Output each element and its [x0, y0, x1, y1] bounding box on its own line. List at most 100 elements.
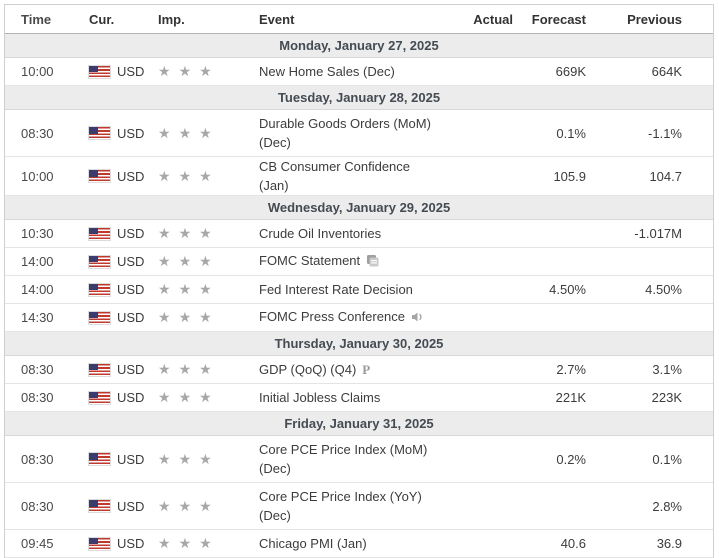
speaker-icon[interactable] [411, 309, 424, 328]
importance-stars: ★ ★ ★ [158, 361, 259, 378]
table-row[interactable]: 08:30 USD ★ ★ ★ Durable Goods Orders (MoM)… [5, 110, 713, 157]
event-name[interactable]: New Home Sales (Dec) [259, 64, 395, 79]
star-icon: ★ [199, 497, 212, 514]
previous-value: 3.1% [652, 362, 682, 377]
event-time: 14:00 [21, 254, 54, 269]
day-header-label: Monday, January 27, 2025 [279, 38, 439, 53]
table-row[interactable]: 08:30 USD ★ ★ ★ Core PCE Price Index (MoM)… [5, 436, 713, 483]
star-icon: ★ [178, 124, 192, 141]
star-icon: ★ [199, 63, 212, 79]
table-row[interactable]: 10:00 USD ★ ★ ★ CB Consumer Confidence (Ja… [5, 157, 713, 196]
importance-stars: ★ ★ ★ [158, 225, 259, 242]
star-icon: ★ [158, 225, 171, 241]
forecast-value: 105.9 [553, 168, 586, 184]
event-time: 08:30 [21, 125, 54, 141]
col-header-previous: Previous [627, 11, 682, 27]
forecast-value: 221K [555, 390, 586, 405]
star-icon: ★ [158, 497, 171, 514]
event-name[interactable]: FOMC Press Conference [259, 307, 443, 328]
importance-stars: ★ ★ ★ [158, 63, 259, 80]
currency-cell: USD [89, 282, 158, 297]
currency-label: USD [117, 310, 145, 325]
us-flag-icon [89, 537, 110, 550]
day-header-wednesday: Wednesday, January 29, 2025 [5, 196, 713, 220]
table-row[interactable]: 10:30 USD ★ ★ ★ Crude Oil Inventories -1.0… [5, 220, 713, 248]
currency-label: USD [117, 125, 145, 141]
star-icon: ★ [178, 450, 192, 467]
table-row[interactable]: 08:30 USD ★ ★ ★ Core PCE Price Index (YoY)… [5, 483, 713, 530]
forecast-value: 4.50% [549, 282, 586, 297]
star-icon: ★ [199, 389, 212, 405]
table-row[interactable]: 14:00 USD ★ ★ ★ Fed Interest Rate Decision… [5, 276, 713, 304]
event-name[interactable]: CB Consumer Confidence (Jan) [259, 159, 411, 193]
col-header-event: Event [259, 11, 295, 27]
event-name[interactable]: Fed Interest Rate Decision [259, 282, 413, 297]
importance-stars: ★ ★ ★ [158, 168, 259, 185]
table-row[interactable]: 09:45 USD ★ ★ ★ Chicago PMI (Jan) 40.6 36.… [5, 530, 713, 558]
star-icon: ★ [178, 167, 192, 184]
table-row[interactable]: 08:30 USD ★ ★ ★ Initial Jobless Claims 221… [5, 384, 713, 412]
event-time: 10:00 [21, 168, 54, 184]
importance-stars: ★ ★ ★ [158, 535, 259, 552]
importance-stars: ★ ★ ★ [158, 125, 259, 142]
us-flag-icon [89, 227, 110, 240]
table-row[interactable]: 10:00 USD ★ ★ ★ New Home Sales (Dec) 669K … [5, 58, 713, 86]
currency-label: USD [117, 362, 145, 377]
forecast-value: 0.1% [556, 125, 586, 141]
currency-cell: USD [89, 499, 158, 514]
event-name[interactable]: Durable Goods Orders (MoM) (Dec) [259, 116, 431, 150]
col-header-actual: Actual [473, 11, 513, 27]
currency-label: USD [117, 168, 145, 184]
star-icon: ★ [158, 309, 171, 325]
event-time: 08:30 [21, 451, 54, 467]
us-flag-icon [89, 363, 110, 376]
star-icon: ★ [199, 281, 212, 297]
us-flag-icon [89, 170, 110, 182]
event-name[interactable]: Core PCE Price Index (MoM) (Dec) [259, 442, 428, 476]
day-header-monday: Monday, January 27, 2025 [5, 34, 713, 58]
us-flag-icon [89, 311, 110, 324]
forecast-value: 40.6 [560, 536, 586, 551]
star-icon: ★ [158, 450, 171, 467]
star-icon: ★ [199, 535, 212, 551]
table-row[interactable]: 14:00 USD ★ ★ ★ FOMC Statement [5, 248, 713, 276]
table-row[interactable]: 08:30 USD ★ ★ ★ GDP (QoQ) (Q4) P 2.7% 3.1% [5, 356, 713, 384]
star-icon: ★ [178, 63, 192, 79]
star-icon: ★ [178, 389, 192, 405]
us-flag-icon [89, 255, 110, 268]
event-time: 14:30 [21, 310, 54, 325]
star-icon: ★ [199, 167, 212, 184]
star-icon: ★ [199, 225, 212, 241]
star-icon: ★ [178, 361, 192, 377]
event-name[interactable]: FOMC Statement [259, 251, 443, 272]
previous-value: 664K [651, 64, 682, 79]
event-name[interactable]: GDP (QoQ) (Q4) P [259, 362, 371, 377]
forecast-value: 669K [555, 64, 586, 79]
currency-label: USD [117, 254, 145, 269]
forecast-value: 2.7% [556, 362, 586, 377]
event-name[interactable]: Initial Jobless Claims [259, 390, 381, 405]
event-name[interactable]: Chicago PMI (Jan) [259, 536, 367, 551]
star-icon: ★ [199, 124, 212, 141]
currency-cell: USD [89, 254, 158, 269]
star-icon: ★ [199, 253, 212, 269]
star-icon: ★ [178, 281, 192, 297]
event-name[interactable]: Core PCE Price Index (YoY) (Dec) [259, 489, 422, 523]
star-icon: ★ [178, 309, 192, 325]
event-time: 09:45 [21, 536, 54, 551]
day-header-tuesday: Tuesday, January 28, 2025 [5, 86, 713, 110]
star-icon: ★ [178, 535, 192, 551]
importance-stars: ★ ★ ★ [158, 253, 259, 270]
day-header-label: Thursday, January 30, 2025 [274, 336, 444, 351]
previous-value: 4.50% [645, 282, 682, 297]
currency-label: USD [117, 451, 145, 467]
star-icon: ★ [178, 225, 192, 241]
importance-stars: ★ ★ ★ [158, 498, 259, 515]
report-icon[interactable] [366, 253, 379, 272]
star-icon: ★ [199, 309, 212, 325]
star-icon: ★ [158, 167, 171, 184]
star-icon: ★ [158, 389, 171, 405]
event-name[interactable]: Crude Oil Inventories [259, 226, 382, 241]
table-row[interactable]: 14:30 USD ★ ★ ★ FOMC Press Conference [5, 304, 713, 332]
day-header-friday: Friday, January 31, 2025 [5, 412, 713, 436]
